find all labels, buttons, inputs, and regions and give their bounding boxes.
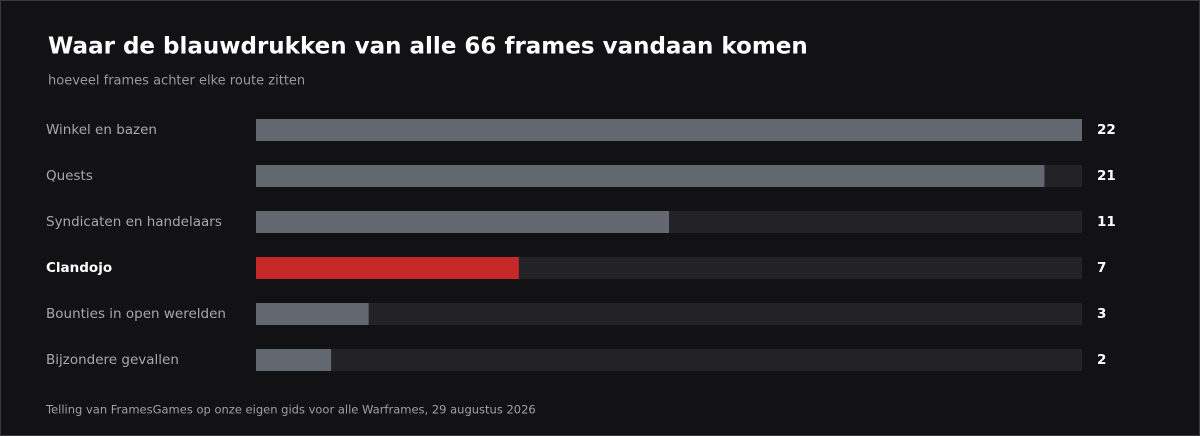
category-label: Quests — [46, 168, 93, 184]
value-label: 3 — [1097, 306, 1106, 322]
bar-track — [256, 349, 1082, 371]
category-label: Syndicaten en handelaars — [46, 214, 222, 230]
value-label: 21 — [1097, 168, 1116, 184]
category-label: Bounties in open werelden — [46, 306, 226, 322]
bar — [256, 165, 1045, 187]
value-label: 22 — [1097, 122, 1116, 138]
bar — [256, 349, 332, 371]
category-label: Bijzondere gevallen — [46, 352, 179, 368]
bar — [256, 257, 519, 279]
value-label: 2 — [1097, 352, 1106, 368]
chart-title: Waar de blauwdrukken van alle 66 frames … — [48, 34, 808, 60]
category-label: Winkel en bazen — [46, 122, 157, 138]
category-label: Clandojo — [46, 260, 112, 276]
source-note: Telling van FramesGames op onze eigen gi… — [45, 403, 536, 417]
value-label: 7 — [1097, 260, 1106, 276]
bar — [256, 303, 369, 325]
value-label: 11 — [1097, 214, 1116, 230]
chart-subtitle: hoeveel frames achter elke route zitten — [48, 74, 305, 89]
bar — [256, 211, 669, 233]
bar-track — [256, 303, 1082, 325]
bar — [256, 119, 1082, 141]
